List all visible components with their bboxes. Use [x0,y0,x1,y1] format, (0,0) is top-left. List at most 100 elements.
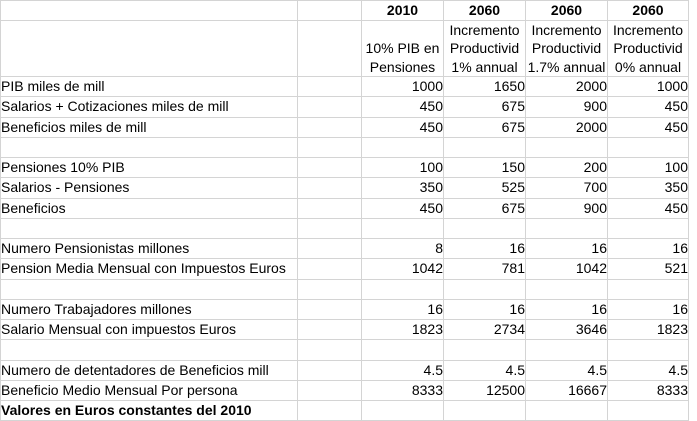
value-cell[interactable] [443,217,526,240]
row-label-cell[interactable]: Numero de detentadores de Beneficios mil… [0,359,298,381]
value-cell[interactable]: 8 [361,237,444,260]
value-cell[interactable]: 1042 [525,258,608,280]
spacer-cell[interactable] [297,359,362,381]
value-cell[interactable]: 1823 [361,318,444,341]
value-cell[interactable] [607,278,689,300]
row-label-cell[interactable]: Beneficios [0,197,298,219]
value-cell[interactable]: 900 [525,96,608,118]
spacer-cell[interactable] [297,217,362,240]
value-cell[interactable]: 525 [443,177,526,199]
value-cell[interactable]: 521 [607,258,689,280]
value-cell[interactable]: 350 [607,177,689,199]
value-cell[interactable] [443,278,526,300]
row-label-cell[interactable]: Beneficios miles de mill [0,116,298,138]
row-label-cell[interactable]: Salarios + Cotizaciones miles de mill [0,96,298,118]
value-cell[interactable]: 1650 [443,75,526,98]
value-cell[interactable]: 2000 [525,75,608,98]
spacer-cell[interactable] [297,339,362,361]
year-header-cell[interactable]: 2010 [361,0,444,21]
value-cell[interactable]: 100 [607,156,689,179]
value-cell[interactable]: 16667 [525,379,608,402]
row-label-cell[interactable]: Pension Media Mensual con Impuestos Euro… [0,258,298,280]
spacer-cell[interactable] [297,0,362,21]
spacer-cell[interactable] [297,298,362,321]
spacer-cell[interactable] [297,116,362,138]
column-subtitle-cell[interactable]: Incremento Productivid 0% annual [607,20,689,77]
value-cell[interactable]: 16 [607,298,689,321]
value-cell[interactable]: 675 [443,116,526,138]
value-cell[interactable] [361,217,444,240]
spacer-cell[interactable] [297,75,362,98]
row-label-cell[interactable] [0,217,298,240]
value-cell[interactable] [443,136,526,159]
value-cell[interactable]: 1000 [361,75,444,98]
value-cell[interactable]: 450 [361,96,444,118]
value-cell[interactable] [361,339,444,361]
value-cell[interactable]: 16 [361,298,444,321]
column-subtitle-cell[interactable]: 10% PIB en Pensiones [361,20,444,77]
value-cell[interactable]: 1000 [607,75,689,98]
value-cell[interactable]: 150 [443,156,526,179]
value-cell[interactable]: 8333 [607,379,689,402]
row-label-cell[interactable]: Salario Mensual con impuestos Euros [0,318,298,341]
value-cell[interactable]: 16 [525,298,608,321]
value-cell[interactable]: 16 [443,237,526,260]
value-cell[interactable]: 450 [361,197,444,219]
value-cell[interactable] [525,136,608,159]
empty-cell[interactable] [0,0,298,21]
value-cell[interactable]: 450 [607,96,689,118]
value-cell[interactable]: 16 [525,237,608,260]
row-label-cell[interactable] [0,136,298,159]
spacer-cell[interactable] [297,96,362,118]
value-cell[interactable] [607,217,689,240]
value-cell[interactable]: 2734 [443,318,526,341]
value-cell[interactable]: 16 [443,298,526,321]
row-label-cell[interactable]: Salarios - Pensiones [0,177,298,199]
value-cell[interactable]: 4.5 [525,359,608,381]
value-cell[interactable]: 450 [607,197,689,219]
spacer-cell[interactable] [297,399,362,421]
column-subtitle-cell[interactable]: Incremento Productivid 1% annual [443,20,526,77]
row-label-cell[interactable]: Valores en Euros constantes del 2010 [0,399,298,421]
value-cell[interactable]: 900 [525,197,608,219]
column-subtitle-cell[interactable]: Incremento Productivid 1.7% annual [525,20,608,77]
row-label-cell[interactable]: PIB miles de mill [0,75,298,98]
spacer-cell[interactable] [297,20,362,77]
year-header-cell[interactable]: 2060 [443,0,526,21]
value-cell[interactable]: 4.5 [361,359,444,381]
value-cell[interactable] [525,278,608,300]
spacer-cell[interactable] [297,197,362,219]
spacer-cell[interactable] [297,156,362,179]
value-cell[interactable] [443,339,526,361]
spacer-cell[interactable] [297,258,362,280]
value-cell[interactable]: 700 [525,177,608,199]
value-cell[interactable] [361,399,444,421]
value-cell[interactable]: 781 [443,258,526,280]
spacer-cell[interactable] [297,136,362,159]
value-cell[interactable] [525,399,608,421]
value-cell[interactable]: 100 [361,156,444,179]
row-label-cell[interactable]: Numero Trabajadores millones [0,298,298,321]
empty-cell[interactable] [0,20,298,77]
value-cell[interactable]: 1042 [361,258,444,280]
row-label-cell[interactable] [0,339,298,361]
row-label-cell[interactable]: Beneficio Medio Mensual Por persona [0,379,298,402]
value-cell[interactable]: 200 [525,156,608,179]
year-header-cell[interactable]: 2060 [525,0,608,21]
value-cell[interactable]: 450 [361,116,444,138]
spacer-cell[interactable] [297,278,362,300]
spacer-cell[interactable] [297,177,362,199]
row-label-cell[interactable] [0,278,298,300]
value-cell[interactable]: 675 [443,197,526,219]
row-label-cell[interactable]: Pensiones 10% PIB [0,156,298,179]
value-cell[interactable] [525,339,608,361]
value-cell[interactable]: 8333 [361,379,444,402]
value-cell[interactable]: 450 [607,116,689,138]
value-cell[interactable]: 4.5 [443,359,526,381]
value-cell[interactable]: 3646 [525,318,608,341]
value-cell[interactable]: 350 [361,177,444,199]
value-cell[interactable] [361,278,444,300]
spacer-cell[interactable] [297,237,362,260]
value-cell[interactable]: 16 [607,237,689,260]
value-cell[interactable]: 2000 [525,116,608,138]
